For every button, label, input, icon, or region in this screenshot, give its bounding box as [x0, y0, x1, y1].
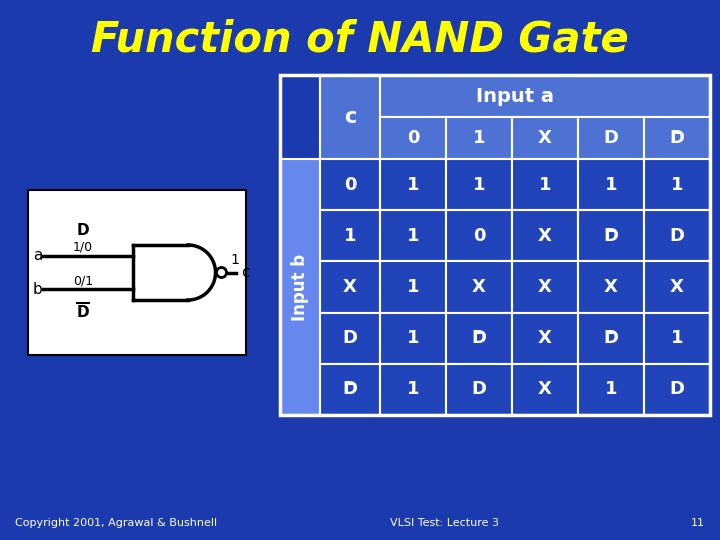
Text: 0: 0 [473, 227, 485, 245]
Bar [578, 261, 644, 313]
Bar [578, 313, 644, 364]
Text: X: X [538, 380, 552, 399]
Text: 1/0: 1/0 [73, 240, 93, 253]
Bar [446, 159, 512, 210]
Text: X: X [343, 278, 357, 296]
Text: D: D [603, 227, 618, 245]
Text: VLSI Test: Lecture 3: VLSI Test: Lecture 3 [390, 518, 499, 528]
Text: 1: 1 [473, 129, 485, 147]
Text: 1: 1 [473, 176, 485, 194]
Bar [446, 117, 512, 159]
Bar [320, 261, 380, 313]
Text: 1: 1 [605, 380, 617, 399]
Text: a: a [33, 248, 42, 264]
Bar [578, 210, 644, 261]
Text: 1: 1 [407, 329, 419, 347]
Text: D: D [343, 329, 358, 347]
Text: D: D [670, 380, 685, 399]
Bar [512, 159, 578, 210]
Text: D: D [77, 223, 89, 238]
Text: D: D [670, 129, 685, 147]
Bar [578, 159, 644, 210]
Text: 1: 1 [407, 380, 419, 399]
Bar [380, 210, 446, 261]
Bar [644, 313, 710, 364]
Text: X: X [472, 278, 486, 296]
Text: 1: 1 [343, 227, 356, 245]
Text: D: D [670, 227, 685, 245]
Text: 1: 1 [407, 176, 419, 194]
Text: 1: 1 [671, 329, 683, 347]
Bar [446, 313, 512, 364]
Bar [380, 159, 446, 210]
Text: D: D [472, 329, 487, 347]
Text: X: X [538, 329, 552, 347]
Bar [380, 261, 446, 313]
Bar [512, 364, 578, 415]
Bar [320, 75, 710, 117]
Bar [644, 261, 710, 313]
Bar [512, 313, 578, 364]
Text: X: X [538, 129, 552, 147]
Bar [320, 210, 380, 261]
Bar [28, 190, 246, 355]
Text: b: b [33, 281, 42, 296]
Bar [320, 75, 380, 159]
Text: 11: 11 [691, 518, 705, 528]
Bar [512, 117, 578, 159]
Text: D: D [343, 380, 358, 399]
Text: 0/1: 0/1 [73, 274, 93, 287]
Text: X: X [670, 278, 684, 296]
Text: 1: 1 [230, 253, 239, 267]
Bar [380, 313, 446, 364]
Text: c: c [241, 265, 250, 280]
Bar [578, 117, 644, 159]
Bar [644, 117, 710, 159]
Bar [320, 313, 380, 364]
Text: D: D [472, 380, 487, 399]
Text: X: X [538, 278, 552, 296]
Bar [380, 364, 446, 415]
Text: Copyright 2001, Agrawal & Bushnell: Copyright 2001, Agrawal & Bushnell [15, 518, 217, 528]
Text: 1: 1 [539, 176, 552, 194]
Bar [280, 75, 710, 415]
Bar [446, 261, 512, 313]
Text: 0: 0 [343, 176, 356, 194]
Text: 1: 1 [605, 176, 617, 194]
Text: Input b: Input b [291, 253, 309, 321]
Bar [446, 364, 512, 415]
Bar [320, 159, 380, 210]
Text: X: X [604, 278, 618, 296]
Bar [512, 210, 578, 261]
Text: D: D [77, 305, 89, 320]
Text: 1: 1 [407, 278, 419, 296]
Text: Function of NAND Gate: Function of NAND Gate [91, 19, 629, 61]
Text: Input a: Input a [476, 86, 554, 105]
Bar [280, 159, 320, 415]
Bar [320, 364, 380, 415]
Bar [446, 210, 512, 261]
Bar [644, 210, 710, 261]
Bar [578, 364, 644, 415]
Text: D: D [603, 129, 618, 147]
Bar [644, 159, 710, 210]
Text: 1: 1 [407, 227, 419, 245]
Text: 0: 0 [407, 129, 419, 147]
Bar [512, 261, 578, 313]
Bar [380, 117, 446, 159]
Text: X: X [538, 227, 552, 245]
Text: D: D [603, 329, 618, 347]
Bar [644, 364, 710, 415]
Circle shape [217, 267, 227, 278]
Text: c: c [344, 107, 356, 127]
Text: 1: 1 [671, 176, 683, 194]
